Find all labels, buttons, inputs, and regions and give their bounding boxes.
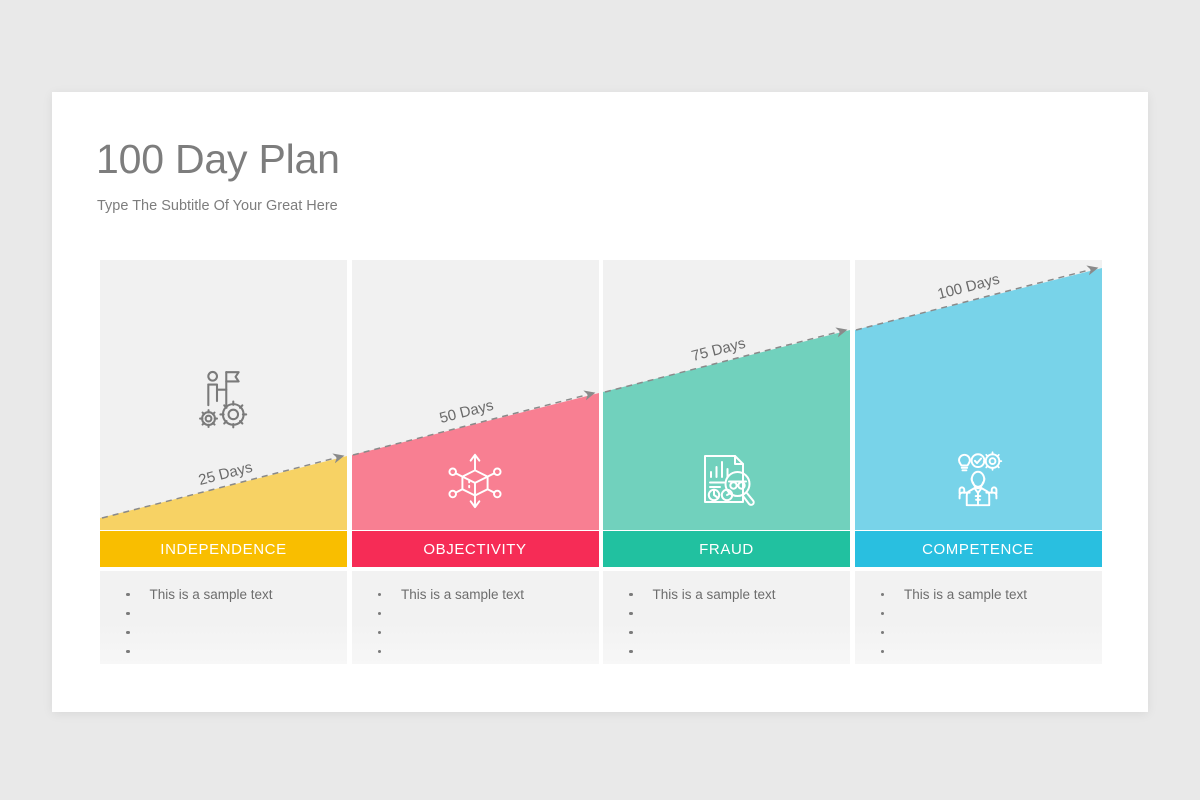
bullet-dot-icon [629, 649, 633, 654]
bullet-dot-icon [880, 649, 884, 654]
bullet-dot-icon [880, 592, 884, 597]
stage-bullets-fraud: This is a sample text [603, 571, 850, 664]
bullet-dot-icon [377, 649, 381, 654]
bullet-dot-icon [880, 611, 884, 616]
stage-band-objectivity[interactable]: OBJECTIVITY [351, 531, 599, 567]
person-idea-skills-icon [855, 442, 1102, 518]
list-item[interactable] [880, 642, 1102, 661]
slide-canvas: 100 Day Plan Type The Subtitle Of Your G… [52, 92, 1148, 712]
stage-upper-panel [351, 260, 599, 530]
list-item[interactable]: This is a sample text [126, 585, 347, 604]
stage-label: INDEPENDENCE [160, 540, 287, 558]
stage-wedge [854, 268, 1102, 530]
bullet-dot-icon [377, 611, 381, 616]
stage-bullets-objectivity: This is a sample text [351, 571, 599, 664]
list-item[interactable] [126, 604, 347, 623]
stage-label: COMPETENCE [922, 540, 1034, 558]
list-item[interactable] [880, 623, 1102, 642]
list-item[interactable] [377, 604, 599, 623]
bullet-text: This is a sample text [401, 587, 525, 602]
stage-column-objectivity[interactable]: OBJECTIVITY This is a sample text [351, 260, 599, 664]
bullet-dot-icon [126, 649, 130, 654]
bullet-text: This is a sample text [149, 587, 273, 602]
list-item[interactable] [880, 604, 1102, 623]
bullet-dot-icon [629, 630, 633, 635]
list-item[interactable] [377, 642, 599, 661]
stage-label: FRAUD [699, 540, 754, 558]
stage-column-competence[interactable]: COMPETENCE This is a sample text [854, 260, 1102, 664]
list-item[interactable] [377, 623, 599, 642]
bullet-dot-icon [126, 630, 130, 635]
bullet-dot-icon [126, 611, 130, 616]
list-item[interactable] [126, 623, 347, 642]
list-item[interactable]: This is a sample text [880, 585, 1102, 604]
list-item[interactable]: This is a sample text [377, 585, 599, 604]
bullet-dot-icon [629, 611, 633, 616]
list-item[interactable] [126, 642, 347, 661]
list-item[interactable] [629, 604, 850, 623]
bullet-dot-icon [377, 630, 381, 635]
stage-band-independence[interactable]: INDEPENDENCE [100, 531, 347, 567]
stage-band-fraud[interactable]: FRAUD [603, 531, 850, 567]
bullet-dot-icon [880, 630, 884, 635]
stage-upper-panel [603, 260, 850, 530]
hundred-day-plan-chart: INDEPENDENCE This is a sample text [100, 260, 1102, 664]
list-item[interactable]: This is a sample text [629, 585, 850, 604]
stage-upper-panel [854, 260, 1102, 530]
list-item[interactable] [629, 642, 850, 661]
stage-column-independence[interactable]: INDEPENDENCE This is a sample text [100, 260, 347, 664]
bullet-dot-icon [629, 592, 633, 597]
bullet-dot-icon [126, 592, 130, 597]
bullet-dot-icon [377, 592, 381, 597]
page-subtitle: Type The Subtitle Of Your Great Here [97, 198, 338, 214]
stage-label: OBJECTIVITY [423, 540, 527, 558]
page-title: 100 Day Plan [96, 136, 340, 182]
stage-column-fraud[interactable]: FRAUD This is a sample text [603, 260, 850, 664]
report-magnifier-fraud-icon [603, 442, 850, 518]
list-item[interactable] [629, 623, 850, 642]
person-flag-gears-icon [100, 360, 347, 440]
stage-bullets-competence: This is a sample text [854, 571, 1102, 664]
stage-band-competence[interactable]: COMPETENCE [854, 531, 1102, 567]
bullet-text: This is a sample text [904, 587, 1028, 602]
bullet-text: This is a sample text [652, 587, 776, 602]
cube-network-icon [352, 442, 599, 518]
stage-bullets-independence: This is a sample text [100, 571, 347, 664]
stage-upper-panel [100, 260, 347, 530]
